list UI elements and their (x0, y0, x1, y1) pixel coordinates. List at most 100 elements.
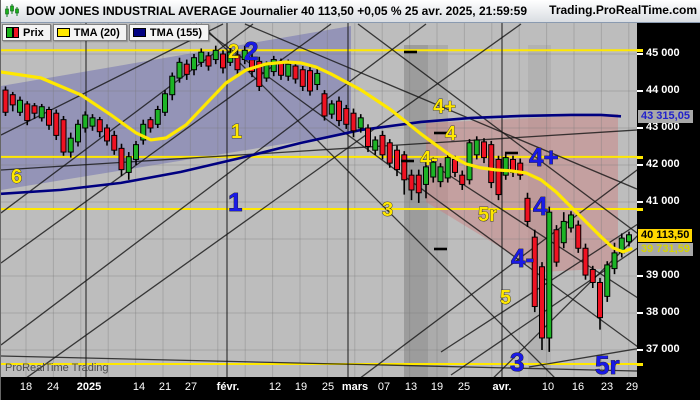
candle (154, 105, 161, 128)
candle (444, 153, 451, 183)
trend-line[interactable] (440, 183, 637, 353)
wave-label-5[interactable]: 5 (500, 287, 512, 310)
candle (423, 162, 429, 199)
trend-line[interactable] (450, 205, 637, 376)
candle (589, 265, 596, 289)
candle (473, 136, 480, 160)
price-swatch-icon (6, 27, 19, 38)
candle (618, 233, 625, 258)
candle (125, 152, 132, 180)
level-tick (637, 155, 643, 159)
candle (60, 115, 67, 156)
wave-label-4-[interactable]: 4- (511, 243, 535, 274)
trend-line[interactable] (440, 169, 637, 339)
candle (430, 157, 437, 183)
price-tick (637, 312, 643, 314)
candle (2, 86, 9, 116)
candle (517, 158, 524, 180)
grid (1, 23, 637, 377)
time-axis[interactable]: 18 24 2025 14 21 27 févr. 12 19 25 mars 07 13 19 25 avr… (1, 377, 700, 400)
date-tick-label: 14 (132, 381, 146, 393)
candle (350, 108, 357, 138)
legend-tma155-label: TMA (155) (149, 26, 202, 39)
price-tick (637, 90, 643, 92)
candle (495, 155, 502, 201)
candle (205, 52, 212, 71)
candle (597, 277, 603, 330)
candle (31, 103, 38, 119)
wave-label-4-[interactable]: 4- (420, 148, 439, 171)
candle (82, 111, 89, 133)
price-axis[interactable]: 45 000 44 000 43 000 42 000 41 000 39 000 38 0… (637, 23, 700, 400)
trend-line[interactable] (357, 23, 637, 281)
candle (198, 48, 205, 67)
candle (191, 54, 197, 76)
wave-label-4+[interactable]: 4+ (529, 142, 559, 173)
date-tick-label: 25 (321, 381, 335, 393)
wave-label-3[interactable]: 3 (382, 199, 394, 222)
candle (568, 211, 574, 233)
wave-label-6[interactable]: 6 (11, 166, 23, 189)
chart-plot-area[interactable]: 6 1 2 3 4- 4 4+ 5r 5 2 1 4+ 4 4- 3 5r (1, 23, 637, 377)
candle (575, 220, 582, 253)
trend-line[interactable] (244, 23, 637, 216)
wave-label-5r[interactable]: 5r (595, 350, 620, 377)
tma20-line[interactable] (1, 60, 633, 254)
trend-line[interactable] (195, 23, 637, 377)
chart-canvas: 6 1 2 3 4- 4 4+ 5r 5 2 1 4+ 4 4- 3 5r (1, 23, 637, 377)
candle (46, 106, 52, 130)
watermark: ProRealTime Trading (5, 362, 109, 374)
candle (372, 136, 379, 155)
candle (365, 124, 371, 153)
date-tick-label: 24 (46, 381, 60, 393)
candle (357, 114, 364, 133)
wave-label-2[interactable]: 2 (228, 41, 240, 64)
candle (75, 119, 81, 147)
candle (481, 138, 487, 164)
price-tick (637, 201, 643, 203)
brand-link[interactable]: Trading.ProRealTime.com (549, 3, 697, 17)
trend-line[interactable] (1, 355, 637, 372)
candle (118, 143, 125, 177)
tma155-swatch-icon (132, 28, 146, 37)
candle (379, 130, 386, 160)
trend-line[interactable] (1, 23, 224, 136)
trend-line[interactable] (1, 23, 522, 377)
candle (169, 72, 176, 101)
candle (96, 116, 103, 138)
legend-price-label: Prix (23, 26, 44, 39)
legend-chip-price[interactable]: Prix (2, 24, 51, 41)
candle (104, 124, 110, 146)
trend-line[interactable] (1, 126, 637, 171)
wave-label-2[interactable]: 2 (244, 36, 259, 67)
level-tick (637, 49, 643, 53)
trend-line[interactable] (471, 173, 637, 377)
trend-line[interactable] (200, 23, 577, 377)
wave-label-4+[interactable]: 4+ (433, 96, 457, 119)
date-tick-label: 23 (600, 381, 614, 393)
candle (626, 231, 632, 247)
date-tick-label: 10 (541, 381, 555, 393)
wave-label-5r[interactable]: 5r (478, 204, 498, 227)
wave-label-4[interactable]: 4 (445, 123, 458, 146)
wave-label-1[interactable]: 1 (231, 121, 243, 144)
candle (111, 130, 118, 155)
legend-chip-tma20[interactable]: TMA (20) (52, 24, 127, 41)
wave-label-3[interactable]: 3 (510, 347, 525, 377)
candle (321, 90, 328, 121)
trend-line[interactable] (528, 338, 637, 368)
candle (234, 50, 241, 76)
candle (386, 139, 393, 168)
legend-chip-tma155[interactable]: TMA (155) (128, 24, 209, 41)
candle (539, 262, 545, 350)
candle (531, 229, 538, 313)
candle (17, 96, 23, 116)
trend-line[interactable] (1, 23, 427, 346)
date-tick-label: févr. (216, 381, 240, 393)
wave-label-1[interactable]: 1 (228, 187, 243, 218)
trend-line[interactable] (331, 122, 637, 377)
candle (292, 62, 299, 84)
candle (343, 104, 350, 129)
wave-label-4[interactable]: 4 (533, 191, 549, 222)
